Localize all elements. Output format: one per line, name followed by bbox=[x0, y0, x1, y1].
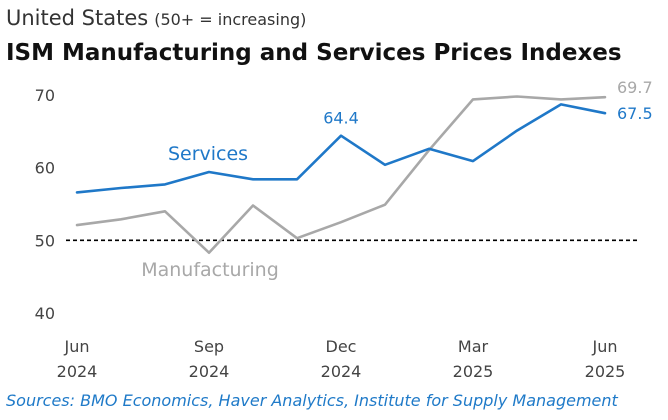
x-tick-year-label: 2025 bbox=[585, 362, 626, 381]
services-data-label: 64.4 bbox=[323, 109, 359, 128]
x-tick-year-label: 2024 bbox=[321, 362, 362, 381]
x-tick-month-label: Sep bbox=[194, 337, 224, 356]
source-note: Sources: BMO Economics, Haver Analytics,… bbox=[6, 391, 618, 410]
x-tick-year-label: 2024 bbox=[57, 362, 98, 381]
x-tick-year-label: 2024 bbox=[189, 362, 230, 381]
x-tick-year-label: 2025 bbox=[453, 362, 494, 381]
country-label: United States bbox=[6, 6, 149, 30]
y-tick-label: 50 bbox=[35, 231, 55, 250]
chart-header: United States (50+ = increasing) bbox=[6, 6, 306, 30]
services-data-label: 67.5 bbox=[617, 104, 653, 123]
y-tick-label: 40 bbox=[35, 304, 55, 323]
manufacturing-series-label: Manufacturing bbox=[141, 259, 279, 281]
x-tick-month-label: Dec bbox=[326, 337, 357, 356]
y-tick-label: 60 bbox=[35, 159, 55, 178]
x-tick-month-label: Jun bbox=[592, 337, 618, 356]
manufacturing-data-label: 69.7 bbox=[617, 78, 653, 97]
services-series-line bbox=[75, 103, 607, 194]
y-tick-label: 70 bbox=[35, 86, 55, 105]
chart-title: ISM Manufacturing and Services Prices In… bbox=[6, 40, 622, 66]
index-note: (50+ = increasing) bbox=[154, 10, 307, 29]
manufacturing-series-line bbox=[75, 95, 607, 254]
services-series-label: Services bbox=[168, 143, 248, 165]
x-tick-month-label: Jun bbox=[64, 337, 90, 356]
x-tick-month-label: Mar bbox=[458, 337, 489, 356]
